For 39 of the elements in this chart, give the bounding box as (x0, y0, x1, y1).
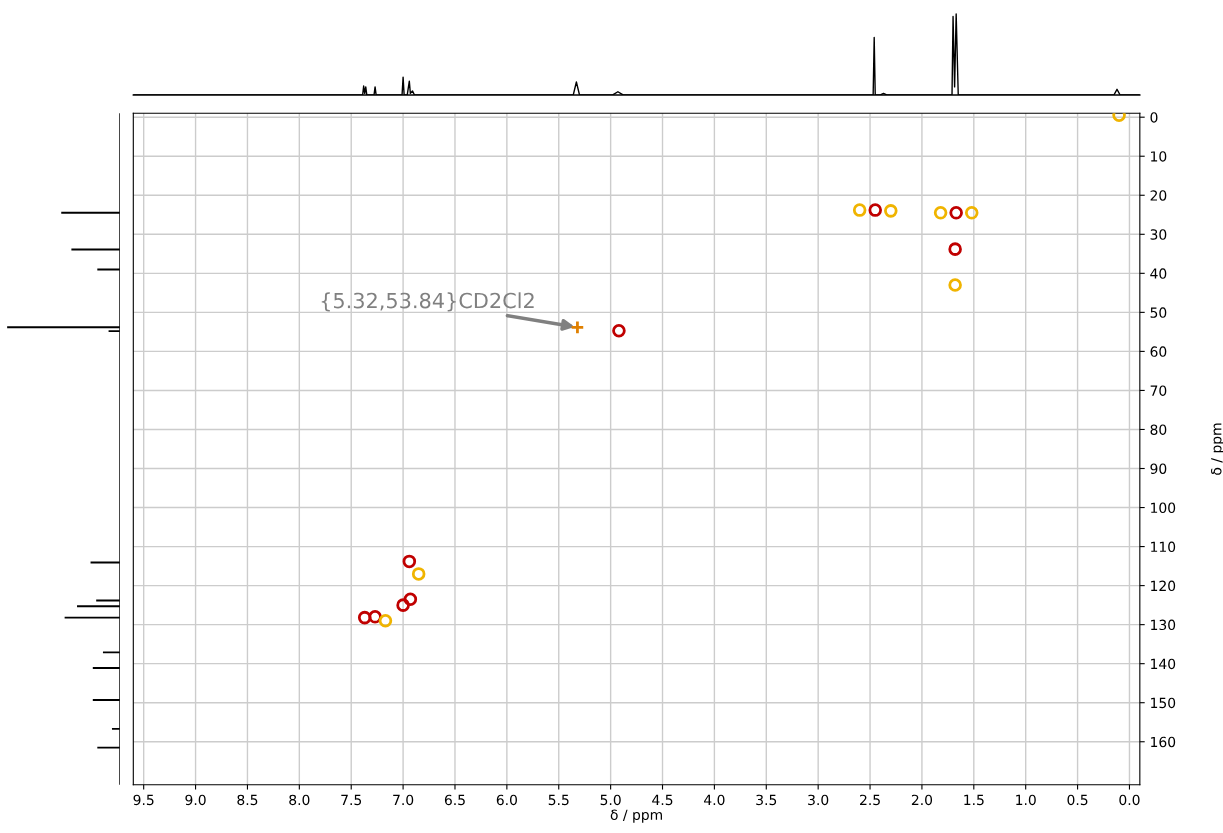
x-tick-label: 9.0 (185, 794, 206, 806)
x-tick-label: 8.5 (237, 794, 258, 806)
x-axis-title: δ / ppm (610, 809, 662, 823)
y-tick-label: 150 (1151, 697, 1176, 709)
x-tick-label: 7.5 (341, 794, 362, 806)
x-tick-label: 8.0 (289, 794, 310, 806)
x-tick-label: 3.5 (756, 794, 777, 806)
x-tick-label: 0.0 (1119, 794, 1140, 806)
y-tick-label: 160 (1151, 736, 1176, 748)
x-tick-label: 7.0 (393, 794, 414, 806)
y-tick-label: 110 (1151, 541, 1176, 553)
y-tick-label: 0 (1150, 112, 1158, 123)
x-tick-label: 1.0 (1016, 794, 1036, 806)
x-tick-label: 4.5 (652, 794, 673, 806)
x-tick-label: 2.5 (860, 794, 880, 806)
annotation: {5.32,53.84}CD2Cl2 (321, 292, 534, 312)
y-tick-label: 100 (1151, 502, 1176, 514)
y-tick-label: 10 (1151, 151, 1167, 162)
x-tick-label: 5.0 (600, 794, 621, 806)
x-tick-label: 5.5 (548, 794, 569, 806)
x-tick-label: 2.0 (911, 794, 933, 806)
y-tick-label: 20 (1150, 190, 1167, 201)
y-tick-label: 80 (1150, 424, 1167, 435)
y-tick-label: 90 (1150, 463, 1167, 474)
y-tick-label: 50 (1150, 307, 1167, 318)
y-tick-label: 140 (1151, 658, 1176, 670)
x-tick-label: 3.0 (808, 794, 829, 806)
x-tick-label: 4.0 (704, 794, 725, 806)
x-tick-label: 9.5 (133, 794, 154, 806)
x-tick-label: 6.0 (496, 794, 517, 806)
y-tick-label: 60 (1150, 346, 1167, 357)
x-tick-label: 6.5 (444, 794, 465, 806)
y-tick-label: 70 (1150, 385, 1167, 396)
y-tick-label: 130 (1151, 619, 1176, 631)
y-tick-label: 30 (1150, 229, 1167, 240)
y-tick-label: 120 (1151, 580, 1176, 592)
x-tick-label: 0.5 (1067, 794, 1088, 806)
x-tick-label: 1.5 (964, 794, 984, 806)
y-tick-label: 40 (1150, 268, 1167, 279)
